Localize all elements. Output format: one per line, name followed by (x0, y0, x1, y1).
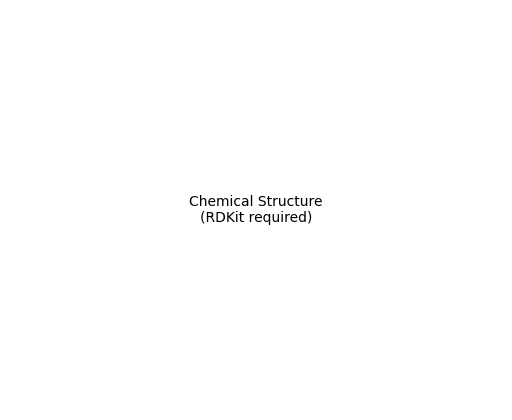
Text: Chemical Structure
(RDKit required): Chemical Structure (RDKit required) (189, 195, 323, 225)
